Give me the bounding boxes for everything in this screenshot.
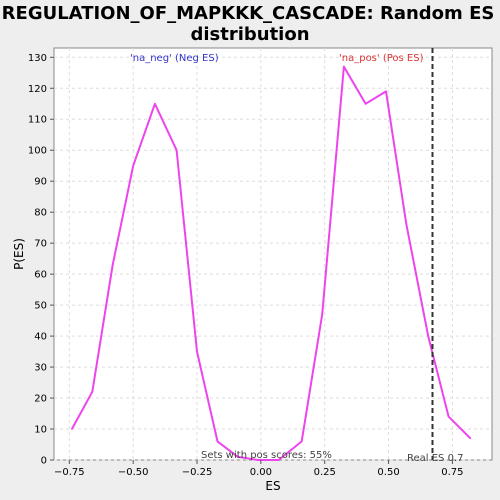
data-point (237, 456, 239, 458)
y-tick-label: 70 (34, 239, 47, 250)
x-tick-label: 0.25 (314, 467, 336, 478)
data-point (71, 428, 73, 430)
y-tick-label: 0 (41, 456, 47, 467)
y-tick-label: 50 (34, 301, 47, 312)
data-point (154, 102, 156, 105)
x-tick-label: 0.50 (377, 467, 399, 478)
y-axis: 0 10 20 30 40 50 60 70 80 90 100 110 120 130 (28, 53, 54, 467)
y-tick-label: 40 (34, 332, 47, 343)
x-axis: −0.75 −0.50 −0.25 0.00 0.25 0.50 0.75 (54, 460, 464, 478)
real-es-label: Real ES 0.7 (407, 453, 463, 464)
x-tick-label: 0.00 (250, 467, 272, 478)
data-point (405, 223, 408, 226)
x-axis-label: ES (265, 479, 280, 493)
x-tick-label: −0.75 (54, 467, 85, 478)
data-point (447, 415, 450, 418)
data-point (111, 264, 114, 266)
sets-with-pos-label: Sets with pos scores: 55% (201, 450, 332, 461)
data-point (469, 437, 472, 440)
neg-es-label: 'na_neg' (Neg ES) (130, 53, 219, 64)
y-tick-label: 30 (34, 363, 47, 374)
y-tick-label: 130 (28, 53, 47, 64)
pos-es-label: 'na_pos' (Pos ES) (339, 53, 424, 64)
data-point (277, 459, 280, 461)
plot-area (53, 47, 493, 461)
es-distribution-line (71, 65, 472, 461)
data-point (385, 90, 387, 93)
chart-title-line-2: distribution (190, 24, 309, 45)
data-point (257, 459, 260, 461)
y-tick-label: 80 (34, 208, 47, 219)
data-point (321, 313, 323, 316)
grid-lines (54, 48, 492, 461)
y-tick-label: 60 (34, 270, 47, 281)
data-point (364, 102, 367, 105)
y-axis-label: P(ES) (12, 238, 26, 270)
data-point (132, 164, 134, 167)
y-tick-label: 100 (28, 146, 47, 157)
x-tick-label: −0.50 (118, 467, 149, 478)
data-point (91, 391, 94, 393)
data-point (175, 149, 178, 152)
x-tick-label: −0.25 (182, 467, 213, 478)
data-point (196, 350, 198, 353)
series-layer (71, 65, 472, 461)
y-tick-label: 90 (34, 177, 47, 188)
data-point (343, 65, 345, 68)
y-tick-label: 120 (28, 84, 47, 95)
y-tick-label: 20 (34, 394, 47, 405)
y-tick-label: 10 (34, 425, 47, 436)
x-tick-label: 0.75 (441, 467, 463, 478)
data-point (216, 440, 219, 443)
data-point (427, 335, 429, 337)
data-point (300, 440, 303, 443)
y-tick-label: 110 (28, 115, 47, 126)
chart-title-line-1: REGULATION_OF_MAPKKK_CASCADE: Random ES (2, 3, 495, 24)
